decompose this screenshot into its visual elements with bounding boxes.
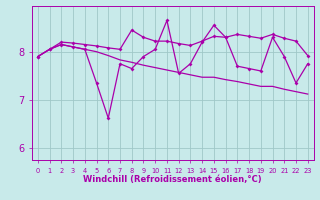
X-axis label: Windchill (Refroidissement éolien,°C): Windchill (Refroidissement éolien,°C): [84, 175, 262, 184]
